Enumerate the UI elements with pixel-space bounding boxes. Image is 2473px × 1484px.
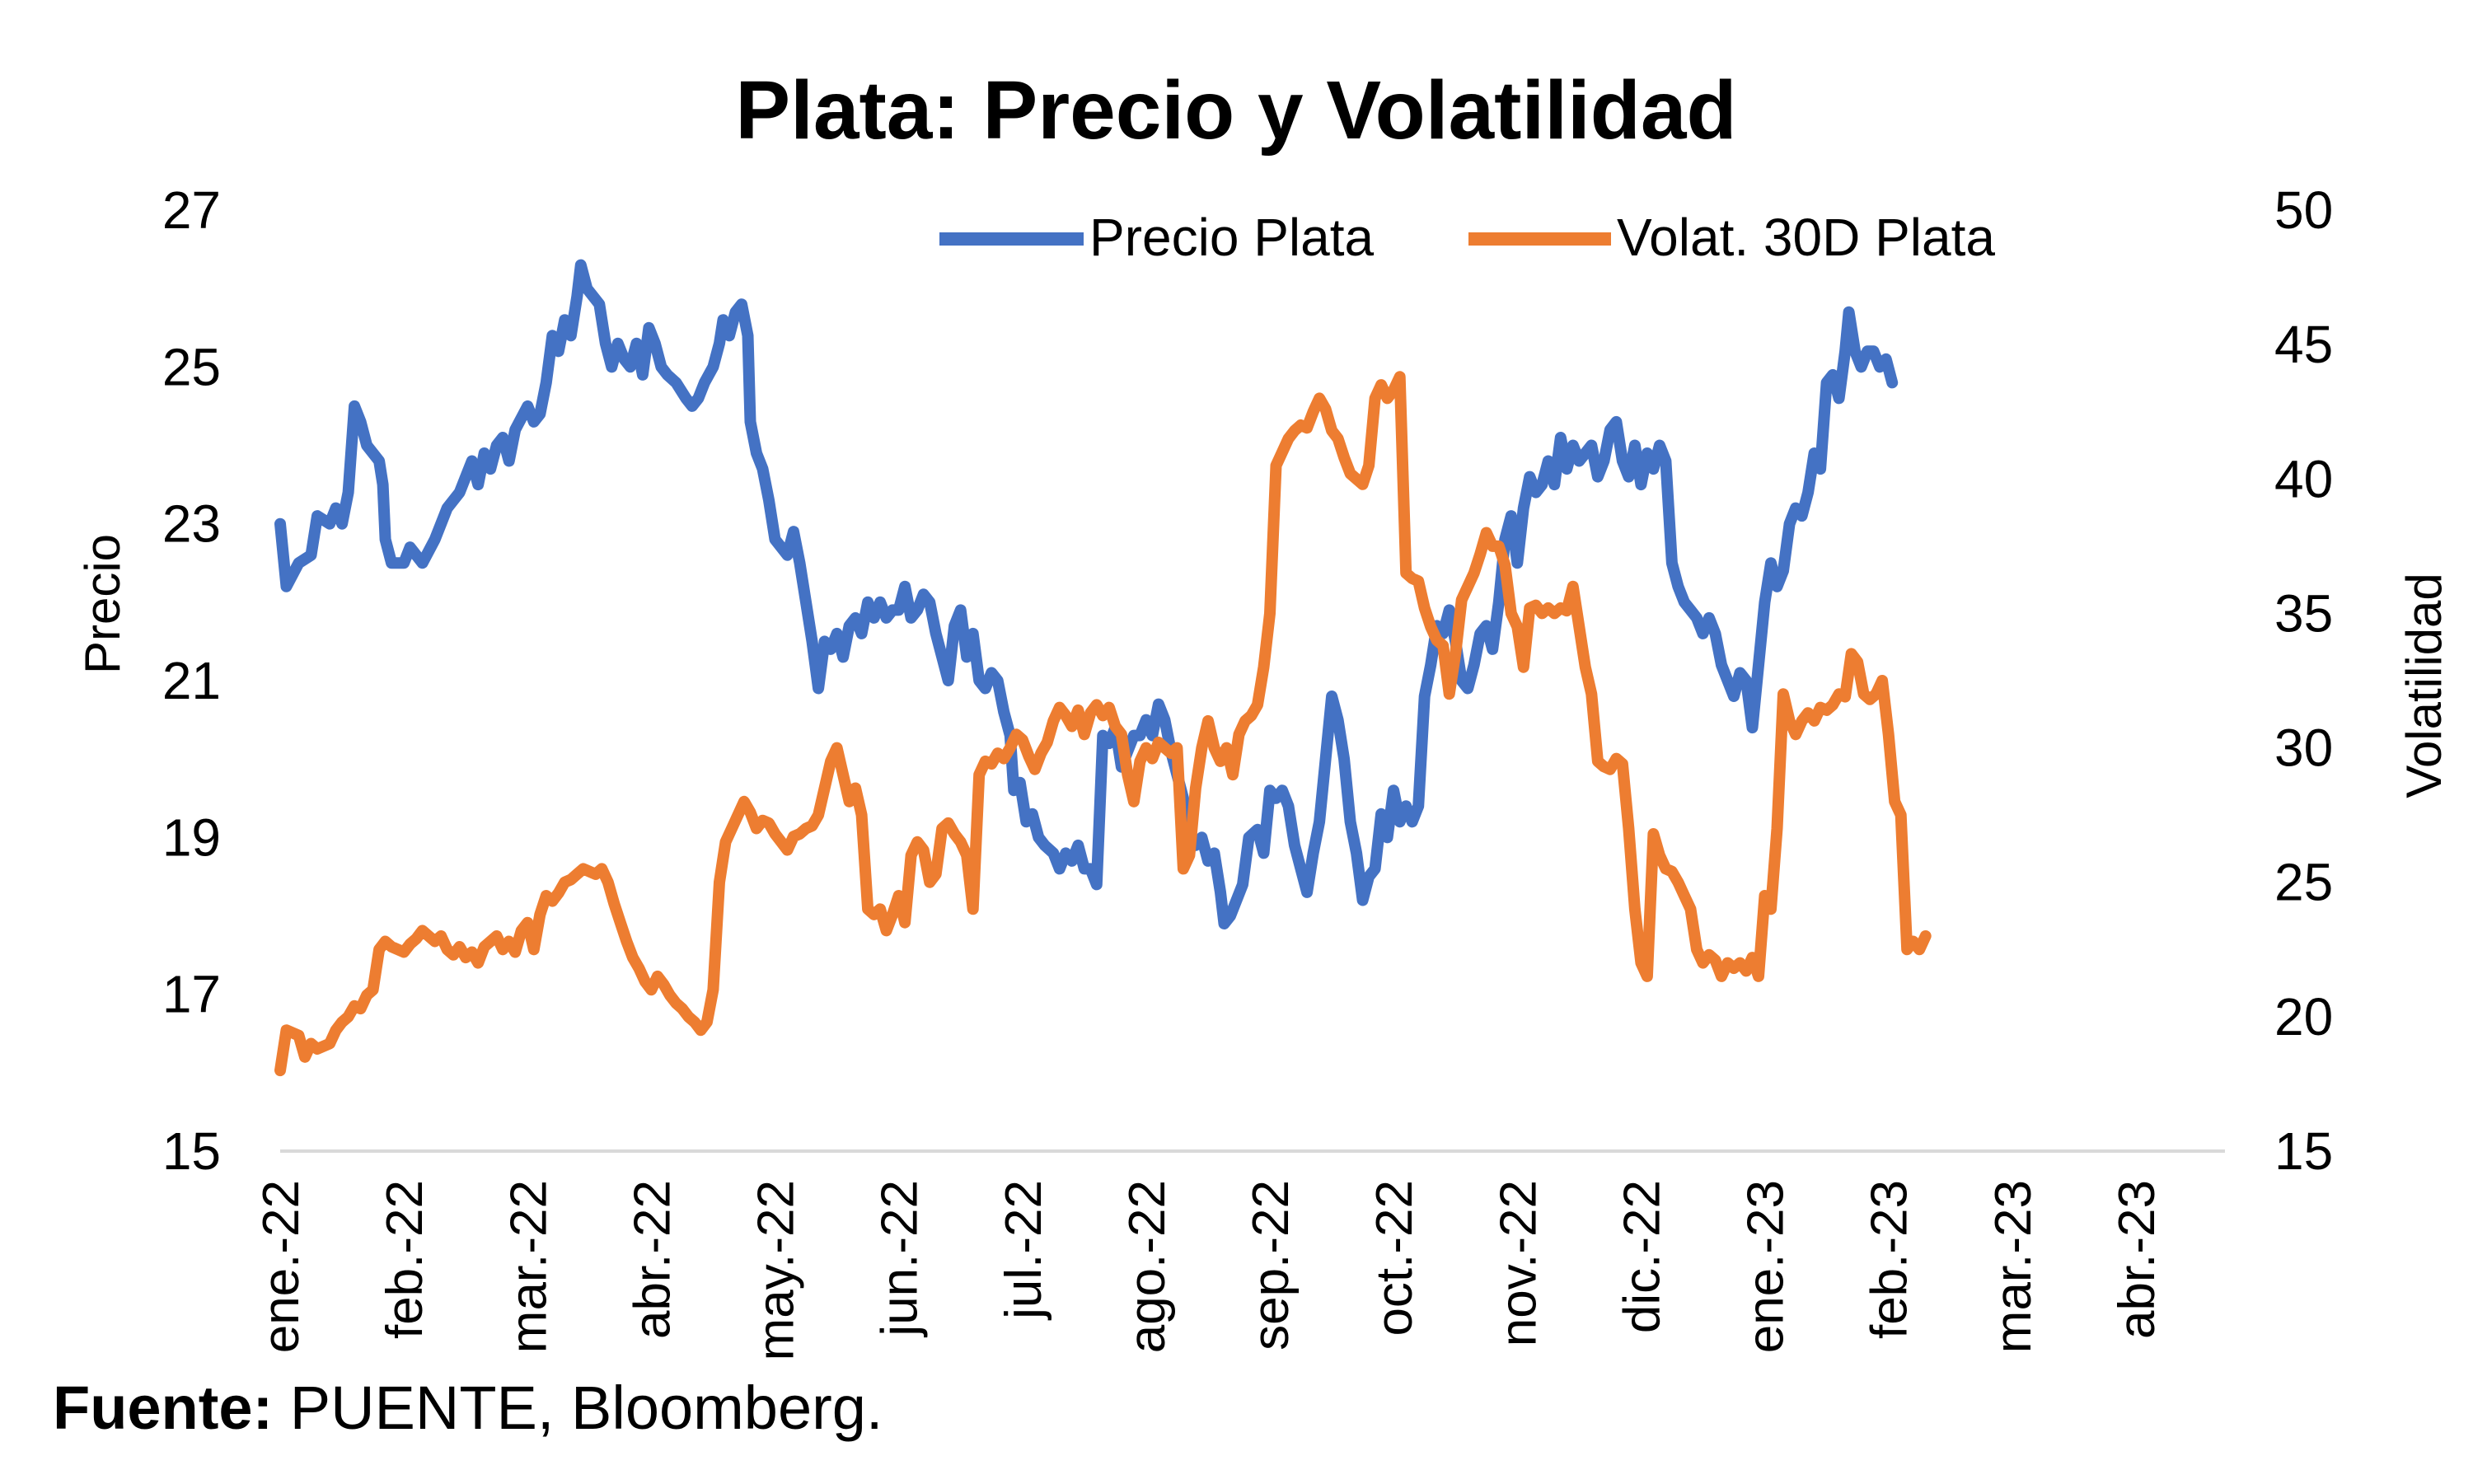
y2-tick-label: 30 [2274, 719, 2333, 778]
x-tick-label: sep.-22 [1243, 1180, 1300, 1351]
x-tick-label: ene.-23 [1738, 1180, 1795, 1353]
y-tick-label: 27 [162, 180, 221, 240]
legend: Precio Plata Volat. 30D Plata [939, 208, 1995, 267]
x-tick-label: jun.-22 [872, 1180, 929, 1338]
x-tick-label: may.-22 [748, 1180, 805, 1360]
y2-tick-labels: 15 20 25 30 35 40 45 50 [2274, 180, 2333, 1181]
x-tick-label: abr.-22 [624, 1180, 681, 1339]
chart-title: Plata: Precio y Volatilidad [735, 64, 1736, 157]
x-tick-label: dic.-22 [1614, 1180, 1670, 1333]
x-tick-label: mar.-22 [500, 1180, 557, 1353]
x-tick-label: abr.-23 [2109, 1180, 2166, 1339]
y2-tick-label: 35 [2274, 583, 2333, 643]
legend-label-precio: Precio Plata [1089, 208, 1374, 267]
y-tick-label: 17 [162, 965, 221, 1024]
y2-axis-label: Volatilidad [2396, 573, 2452, 798]
x-tick-label: oct.-22 [1366, 1180, 1423, 1337]
x-tick-labels: ene.-22 feb.-22 mar.-22 abr.-22 may.-22 jun.-… [253, 1180, 2166, 1360]
y2-tick-label: 20 [2274, 987, 2333, 1046]
x-tick-label: ago.-22 [1119, 1180, 1176, 1353]
y2-tick-label: 50 [2274, 180, 2333, 240]
source-note: Fuente: PUENTE, Bloomberg. [53, 1378, 883, 1439]
y-tick-labels: 15 17 19 21 23 25 27 [162, 180, 221, 1181]
x-tick-label: feb.-23 [1862, 1180, 1918, 1339]
y-tick-label: 25 [162, 337, 221, 396]
y2-tick-label: 25 [2274, 853, 2333, 912]
source-label: Fuente: [53, 1374, 274, 1442]
y2-tick-label: 40 [2274, 449, 2333, 508]
x-tick-label: nov.-22 [1490, 1180, 1547, 1346]
legend-label-volat: Volat. 30D Plata [1617, 208, 1995, 267]
series-line-volat-30d-plata [274, 371, 1932, 1077]
x-tick-label: ene.-22 [253, 1180, 310, 1353]
y-tick-label: 15 [162, 1121, 221, 1181]
y2-tick-label: 15 [2274, 1121, 2333, 1181]
x-tick-label: jul.-22 [995, 1180, 1052, 1321]
y-tick-label: 21 [162, 651, 221, 710]
y-tick-label: 19 [162, 808, 221, 867]
y-tick-label: 23 [162, 494, 221, 554]
x-tick-label: mar.-23 [1985, 1180, 2042, 1353]
y2-tick-label: 45 [2274, 315, 2333, 374]
source-text: PUENTE, Bloomberg. [273, 1374, 883, 1442]
y-axis-label: Precio [75, 534, 130, 674]
series-line-precio-plata [274, 259, 1899, 929]
x-tick-label: feb.-22 [377, 1180, 433, 1339]
